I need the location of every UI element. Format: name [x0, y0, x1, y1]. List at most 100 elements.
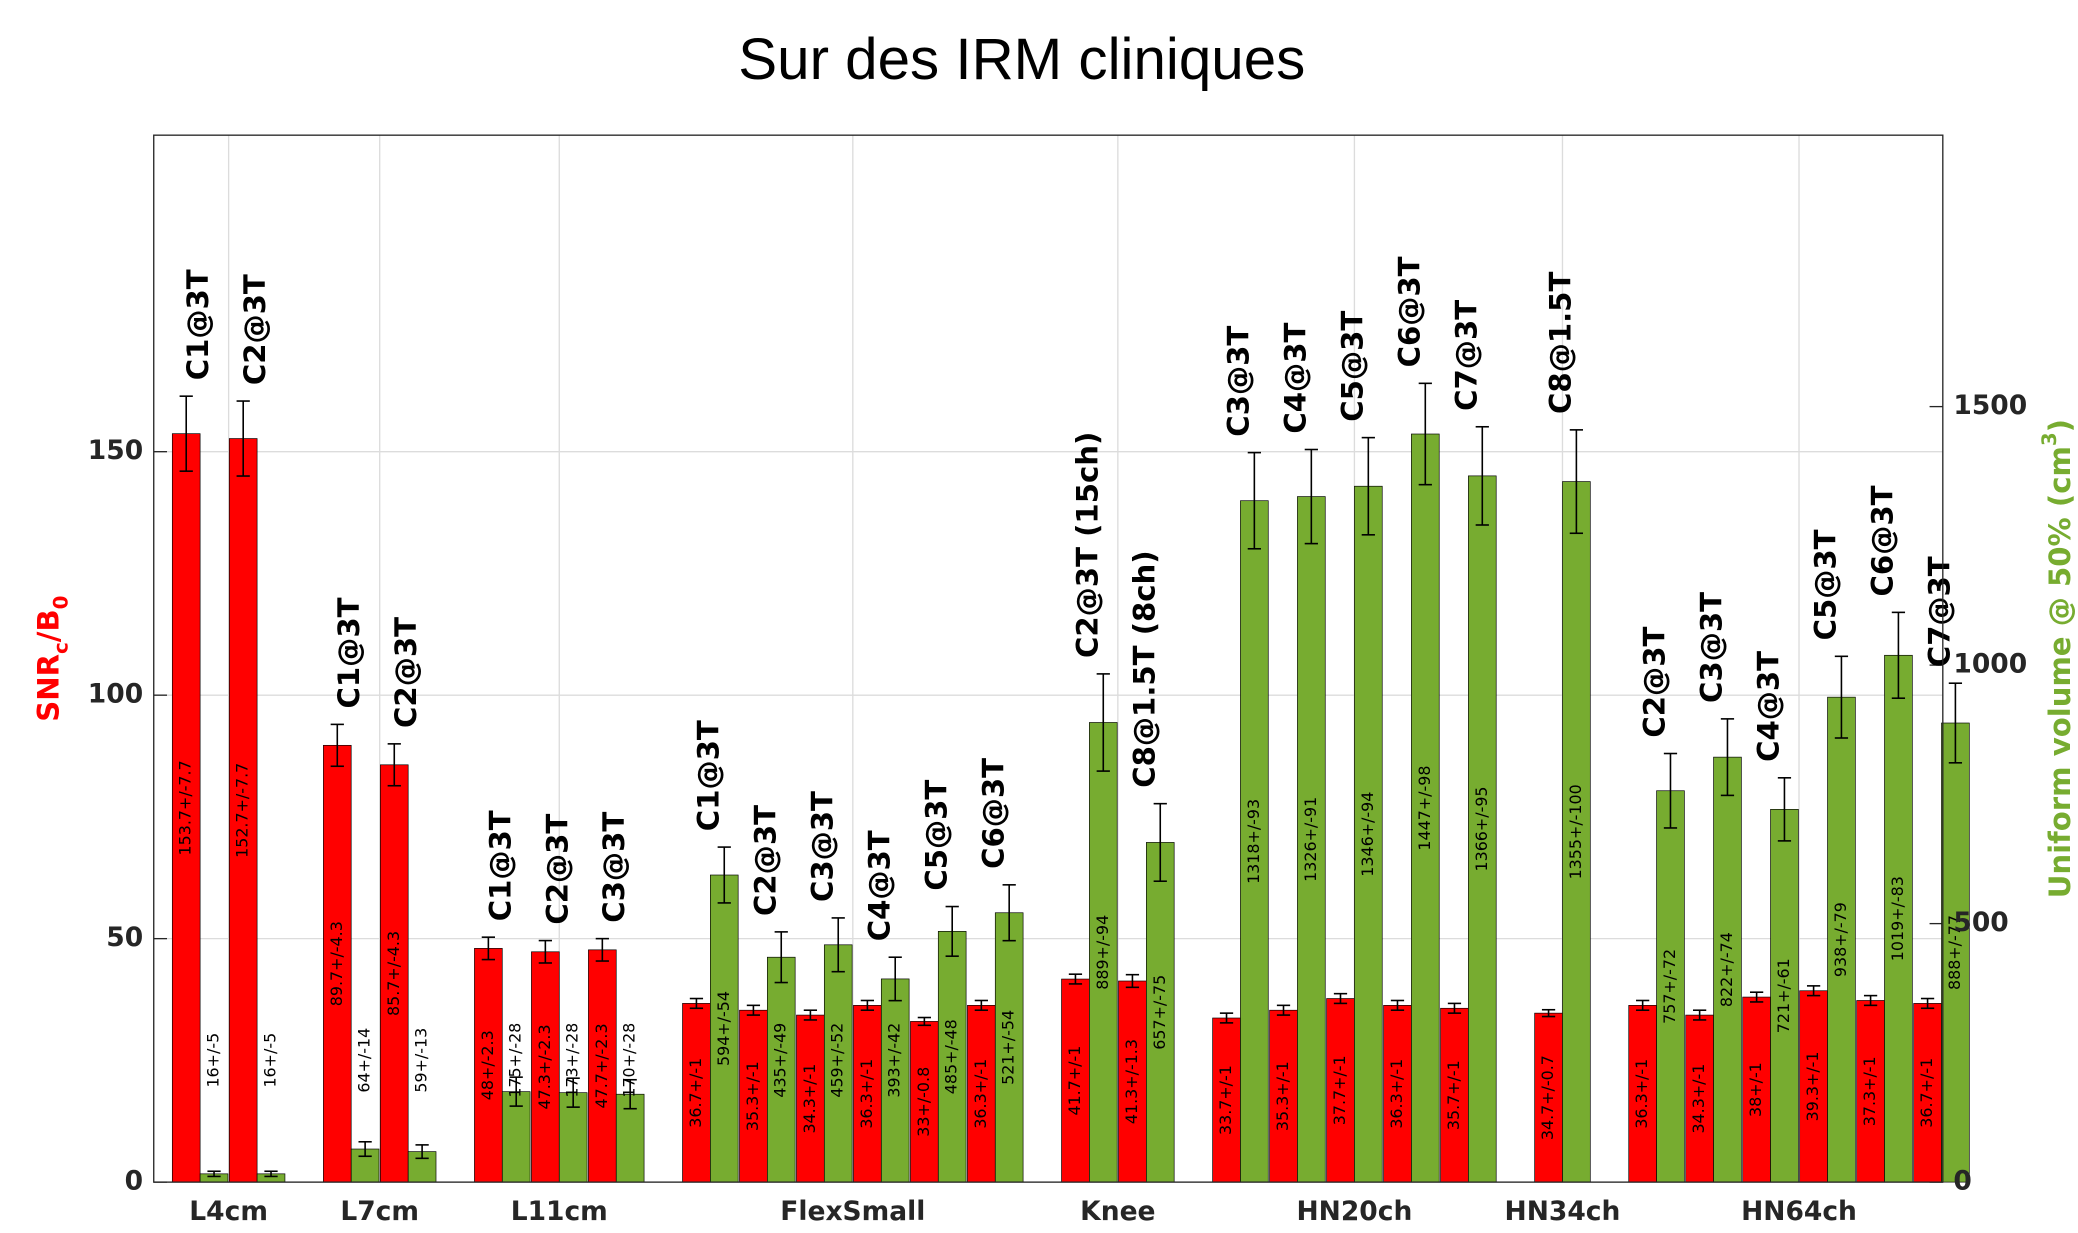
bar-label: C3@3T: [805, 791, 839, 902]
snr-bar: [796, 1014, 825, 1183]
bar-label: C8@1.5T: [1543, 272, 1577, 414]
x-tick-label: L4cm: [189, 1196, 268, 1227]
x-tick-label: L11cm: [511, 1196, 608, 1227]
value-label: 85.7+/-4.3: [384, 931, 403, 1016]
axis-label-part: 3: [2038, 432, 2061, 446]
bar-label: C2@3T (15ch): [1070, 432, 1104, 658]
error-bar: [1068, 973, 1083, 985]
bar-label: C1@3T: [691, 720, 725, 831]
volume-bar: [937, 931, 967, 1183]
snr-bar: [1118, 980, 1147, 1183]
x-tick-label: HN34ch: [1505, 1196, 1621, 1227]
bar-label: C5@3T: [1809, 529, 1843, 640]
error-bar: [1219, 1012, 1234, 1024]
value-label: 889+/-94: [1093, 915, 1112, 990]
bar-label: C3@3T: [1221, 326, 1255, 437]
bar-label: C2@3T: [389, 617, 423, 728]
error-bar: [717, 846, 731, 904]
snr-bar: [228, 438, 258, 1183]
error-bar: [1720, 718, 1735, 797]
value-label: 16+/-5: [204, 1033, 223, 1088]
value-label: 34.3+/-1: [1689, 1064, 1708, 1134]
bar-label: C2@3T: [238, 274, 272, 385]
volume-bar: [1354, 485, 1383, 1183]
snr-bar: [380, 764, 409, 1183]
volume-bar: [1411, 433, 1440, 1183]
error-bar: [1361, 436, 1375, 536]
error-bar: [1834, 655, 1849, 739]
error-bar: [831, 917, 845, 973]
value-label: 36.3+/-1: [1387, 1059, 1406, 1129]
error-bar: [1002, 884, 1016, 942]
volume-bar: [766, 956, 796, 1183]
value-label: 938+/-79: [1831, 902, 1850, 977]
value-label: 822+/-74: [1717, 932, 1736, 1007]
error-bar: [974, 999, 988, 1012]
axis-label-part: SNR: [31, 654, 65, 722]
snr-bar: [1440, 1007, 1469, 1183]
bar-label: C4@3T: [862, 830, 896, 941]
value-label: 59+/-13: [412, 1028, 431, 1093]
value-label: 153.7+/-7.7: [176, 760, 195, 855]
value-label: 37.7+/-1: [1330, 1055, 1349, 1125]
bar-label: C8@1.5T (8ch): [1127, 550, 1161, 787]
bar-label: C6@3T: [1866, 485, 1900, 596]
bar-label: C5@3T: [919, 780, 953, 891]
error-bar: [1096, 673, 1110, 772]
volume-bar: [994, 912, 1024, 1183]
value-label: 757+/-72: [1660, 949, 1679, 1024]
value-label: 459+/-52: [828, 1023, 847, 1098]
error-bar: [1247, 451, 1261, 550]
value-label: 41.7+/-1: [1065, 1046, 1084, 1116]
value-label: 1019+/-83: [1888, 876, 1907, 961]
value-label: 170+/-28: [620, 1023, 639, 1098]
error-bar: [387, 743, 401, 787]
value-label: 36.3+/-1: [1632, 1059, 1651, 1129]
axis-label-part: /B: [31, 609, 65, 642]
error-bar: [623, 1078, 637, 1110]
value-label: 521+/-54: [999, 1010, 1018, 1085]
error-bar: [1153, 802, 1167, 883]
value-label: 1447+/-98: [1415, 766, 1434, 851]
error-bar: [1948, 682, 1963, 764]
volume-bar: [1146, 842, 1175, 1183]
snr-bar: [1061, 978, 1090, 1183]
value-label: 1318+/-93: [1244, 799, 1263, 884]
snr-bar: [910, 1021, 939, 1183]
error-bar: [415, 1144, 429, 1160]
y-axis-label: SNRc/B0: [31, 595, 72, 721]
error-bar: [1475, 425, 1489, 526]
error-bar: [179, 395, 193, 472]
x-tick-label: HN20ch: [1297, 1196, 1413, 1227]
value-label: 34.3+/-1: [800, 1064, 819, 1134]
value-label: 657+/-75: [1150, 975, 1169, 1050]
value-label: 435+/-49: [771, 1023, 790, 1098]
x-tick-label: HN64ch: [1741, 1196, 1857, 1227]
bar-label: C1@3T: [181, 269, 215, 380]
y-tick-label: 150: [88, 435, 143, 466]
snr-bar: [1534, 1012, 1563, 1183]
value-label: 36.3+/-1: [857, 1059, 876, 1129]
value-label: 173+/-28: [563, 1023, 582, 1098]
snr-bar: [474, 948, 503, 1183]
error-bar: [1125, 973, 1140, 989]
snr-bar: [1685, 1014, 1714, 1183]
y2-tick-label: 0: [1953, 1166, 1971, 1197]
error-bar: [1569, 429, 1584, 535]
plot-frame: [153, 134, 1944, 1183]
bar-label: C5@3T: [1335, 311, 1369, 422]
volume-bar: [1089, 722, 1118, 1183]
marks: 153.7+/-7.7 16+/-5 C1@3T 152.7+/-7.7 16+/-5 C…: [171, 256, 1970, 1183]
volume-bar: [1297, 496, 1326, 1183]
error-bar: [330, 723, 344, 768]
chart-title: Sur des IRM cliniques: [738, 27, 1305, 92]
value-label: 16+/-5: [261, 1033, 280, 1088]
snr-bar: [853, 1005, 882, 1183]
y-tick-label: 50: [106, 922, 143, 953]
axis-label-part: 0: [49, 595, 72, 609]
value-label: 1346+/-94: [1358, 792, 1377, 877]
value-label: 64+/-14: [355, 1028, 374, 1093]
y2-tick-label: 1500: [1953, 390, 2027, 421]
error-bar: [1304, 448, 1318, 545]
